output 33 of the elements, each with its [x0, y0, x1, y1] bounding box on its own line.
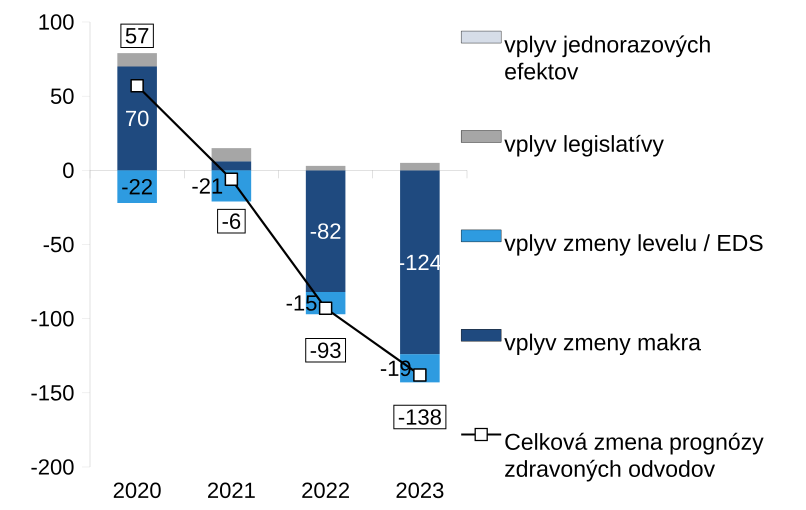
y-tick-label: -100	[31, 310, 74, 326]
x-tick-label: 2023	[396, 482, 444, 498]
y-tick-label: -50	[44, 236, 74, 252]
bar	[306, 170, 346, 292]
legend-label: Celková zmena prognózy zdravoných odvodov	[505, 432, 764, 482]
data-label: -82	[310, 223, 340, 239]
x-tick-label: 2022	[302, 482, 349, 498]
data-label: 57	[126, 28, 148, 44]
y-tick-label: 0	[63, 162, 74, 178]
bar	[117, 53, 157, 66]
y-tick-label: -200	[31, 459, 74, 475]
y-tick-label: -150	[31, 385, 74, 401]
data-label: 70	[126, 110, 148, 126]
x-tick-label: 2020	[114, 482, 161, 498]
data-label: -93	[310, 342, 341, 358]
legend-label: vplyv jednorazových efektov	[504, 35, 710, 80]
bar	[212, 148, 252, 162]
bar	[117, 66, 157, 170]
legend-label: vplyv legislatívy	[504, 134, 664, 157]
x-tick-label: 2021	[208, 482, 255, 498]
legend-label: vplyv zmeny levelu / EDS	[504, 234, 763, 256]
point	[413, 368, 427, 382]
legend-label: vplyv zmeny makra	[504, 334, 701, 356]
y-tick-label: 50	[50, 88, 74, 104]
data-label: -138	[398, 409, 441, 425]
data-label: -22	[122, 178, 152, 194]
bar	[212, 161, 252, 170]
y-tick-label: 100	[39, 14, 74, 30]
point	[130, 79, 144, 93]
data-label: -6	[222, 213, 240, 230]
point	[224, 172, 238, 186]
bar	[400, 170, 440, 354]
point	[318, 302, 332, 316]
